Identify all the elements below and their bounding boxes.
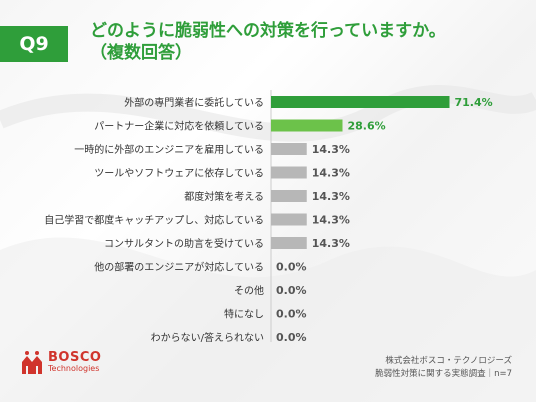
category-label: 自己学習で都度キャッチアップし、対応している	[44, 214, 264, 227]
data-label: 14.3%	[312, 143, 350, 156]
category-label: わからない/答えられない	[151, 331, 264, 344]
data-label: 0.0%	[276, 308, 307, 321]
bar	[271, 143, 307, 155]
logo-subtitle: Technologies	[48, 364, 100, 373]
logo-name: BOSCO	[48, 350, 102, 365]
bar	[271, 119, 343, 132]
data-label: 71.4%	[455, 96, 493, 109]
footer-survey: 脆弱性対策に関する実態調査｜n=7	[375, 369, 512, 379]
data-label: 14.3%	[312, 167, 350, 180]
data-label: 28.6%	[348, 120, 386, 133]
page-title: どのように脆弱性への対策を行っていますか。 （複数回答）	[90, 20, 446, 64]
bar	[271, 213, 307, 226]
bar	[271, 190, 307, 202]
bar	[271, 96, 450, 108]
data-label: 14.3%	[312, 214, 350, 227]
category-label: 外部の専門業者に委託している	[124, 96, 264, 109]
data-label: 0.0%	[276, 261, 307, 274]
category-label: ツールやソフトウェアに依存している	[94, 167, 264, 180]
title-line-2: （複数回答）	[90, 43, 192, 63]
footer-company: 株式会社ボスコ・テクノロジーズ	[385, 356, 512, 366]
question-badge: Q9	[0, 26, 68, 62]
category-label: その他	[234, 284, 264, 297]
category-label: コンサルタントの助言を受けている	[104, 237, 264, 250]
company-logo: BOSCO Technologies	[20, 350, 101, 376]
category-label: 一時的に外部のエンジニアを雇用している	[74, 143, 264, 156]
bar	[271, 237, 307, 249]
footer-note: 株式会社ボスコ・テクノロジーズ 脆弱性対策に関する実態調査｜n=7	[375, 355, 512, 381]
bar	[271, 166, 307, 179]
category-label: 都度対策を考える	[184, 190, 264, 203]
logo-mark-icon	[22, 351, 42, 374]
category-label: 他の部署のエンジニアが対応している	[94, 261, 264, 274]
category-label: パートナー企業に対応を依頼している	[94, 120, 264, 133]
data-label: 0.0%	[276, 284, 307, 297]
data-label: 14.3%	[312, 190, 350, 203]
title-line-1: どのように脆弱性への対策を行っていますか。	[90, 21, 446, 41]
data-label: 14.3%	[312, 237, 350, 250]
data-label: 0.0%	[276, 331, 307, 344]
category-label: 特になし	[224, 309, 264, 321]
